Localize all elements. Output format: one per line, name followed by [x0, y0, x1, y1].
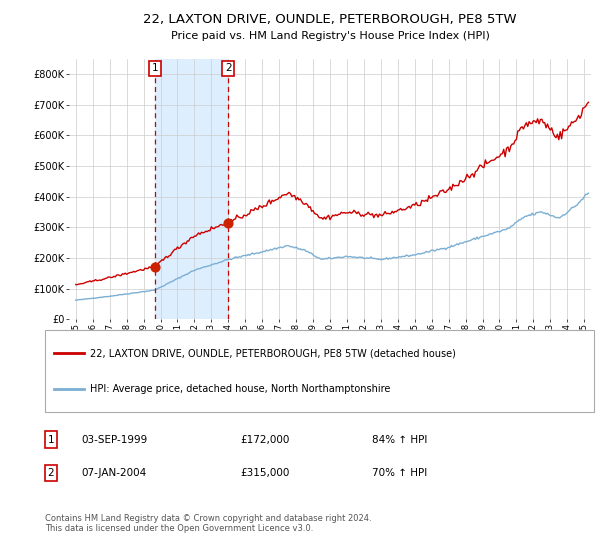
Text: 03-SEP-1999: 03-SEP-1999 — [81, 435, 147, 445]
Text: Price paid vs. HM Land Registry's House Price Index (HPI): Price paid vs. HM Land Registry's House … — [170, 31, 490, 41]
Text: 22, LAXTON DRIVE, OUNDLE, PETERBOROUGH, PE8 5TW: 22, LAXTON DRIVE, OUNDLE, PETERBOROUGH, … — [143, 13, 517, 26]
Bar — [155, 59, 229, 319]
Text: HPI: Average price, detached house, North Northamptonshire: HPI: Average price, detached house, Nort… — [90, 384, 391, 394]
Text: 2: 2 — [225, 63, 232, 73]
Point — [150, 262, 160, 271]
Text: 70% ↑ HPI: 70% ↑ HPI — [372, 468, 427, 478]
Text: £172,000: £172,000 — [240, 435, 289, 445]
Text: 22, LAXTON DRIVE, OUNDLE, PETERBOROUGH, PE8 5TW (detached house): 22, LAXTON DRIVE, OUNDLE, PETERBOROUGH, … — [90, 348, 456, 358]
Text: 1: 1 — [47, 435, 55, 445]
Point — [224, 218, 233, 227]
Text: £315,000: £315,000 — [240, 468, 289, 478]
Text: 84% ↑ HPI: 84% ↑ HPI — [372, 435, 427, 445]
Text: 07-JAN-2004: 07-JAN-2004 — [81, 468, 146, 478]
Text: 2: 2 — [47, 468, 55, 478]
Text: 1: 1 — [152, 63, 158, 73]
Text: Contains HM Land Registry data © Crown copyright and database right 2024.
This d: Contains HM Land Registry data © Crown c… — [45, 514, 371, 533]
